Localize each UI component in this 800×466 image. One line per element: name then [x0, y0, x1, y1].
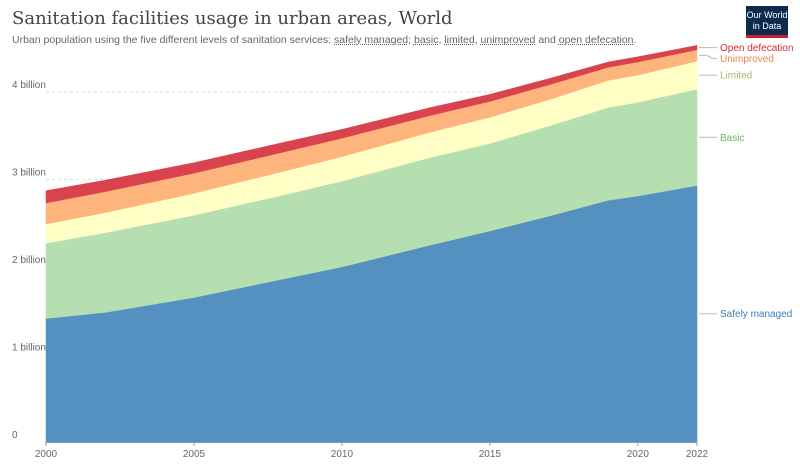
x-tick-label: 2020	[627, 449, 650, 460]
subtitle-and: and	[535, 34, 559, 46]
subtitle-sep: ,	[438, 34, 445, 46]
x-tick-label: 2015	[479, 449, 502, 460]
subtitle-prefix: Urban population using the five differen…	[12, 34, 334, 46]
subtitle-link-basic[interactable]: basic	[413, 34, 439, 46]
logo-line2: in Data	[752, 20, 782, 31]
series-label-unimproved[interactable]: Unimproved	[720, 54, 774, 65]
chart-subtitle: Urban population using the five differen…	[12, 34, 636, 46]
label-leader-unimproved	[699, 54, 717, 60]
subtitle-link-limited[interactable]: limited	[444, 34, 475, 46]
area-open-defecation[interactable]	[45, 45, 698, 204]
series-label-safely-managed[interactable]: Safely managed	[720, 309, 792, 320]
y-tick-label: 2 billion	[12, 255, 46, 266]
subtitle-end: .	[633, 34, 637, 46]
subtitle-link-unimproved[interactable]: unimproved	[480, 34, 536, 46]
x-tick-label: 2022	[686, 449, 709, 460]
subtitle-sep: ,	[474, 34, 481, 46]
x-tick-label: 2000	[35, 449, 58, 460]
y-tick-label: 3 billion	[12, 167, 46, 178]
y-tick-label: 0	[12, 430, 18, 441]
chart-title: Sanitation facilities usage in urban are…	[12, 8, 453, 29]
logo-line1: Our World	[746, 9, 788, 20]
subtitle-link-open-defecation[interactable]: open defecation	[558, 34, 634, 46]
x-tick-label: 2010	[331, 449, 354, 460]
series-label-open-defecation[interactable]: Open defecation	[720, 43, 793, 54]
subtitle-sep: ;	[408, 34, 414, 46]
y-tick-label: 4 billion	[12, 80, 46, 91]
x-tick-label: 2005	[183, 449, 206, 460]
subtitle-link-safely-managed[interactable]: safely managed	[334, 34, 409, 46]
series-label-limited[interactable]: Limited	[720, 71, 752, 82]
owid-logo[interactable]: Our World in Data	[746, 6, 788, 38]
y-tick-label: 1 billion	[12, 342, 46, 353]
series-label-basic[interactable]: Basic	[720, 133, 744, 144]
